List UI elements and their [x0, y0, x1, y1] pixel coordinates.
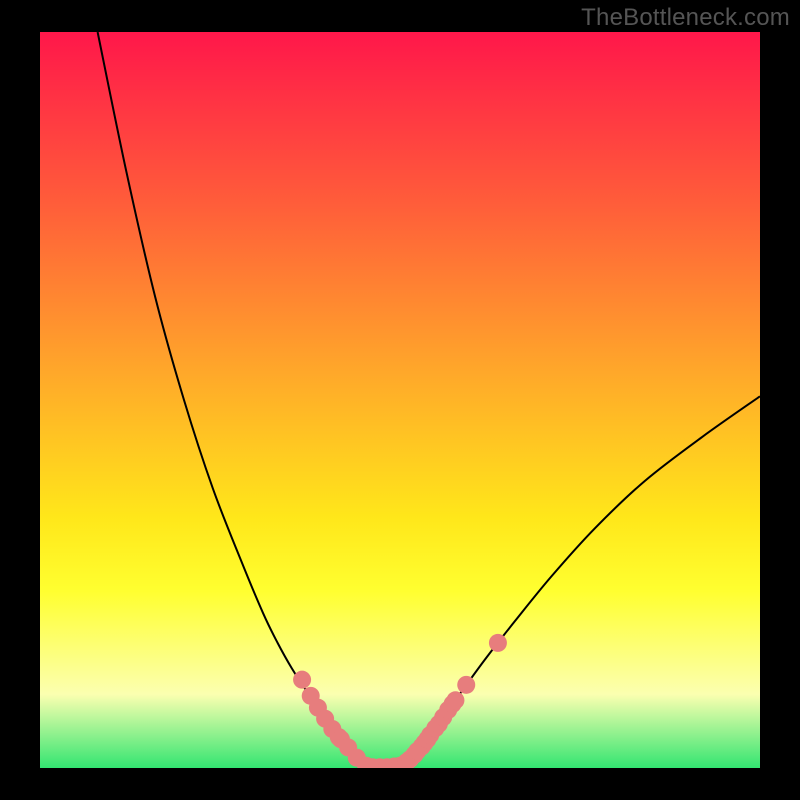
dot — [446, 691, 464, 709]
dot — [457, 676, 475, 694]
chart-frame: TheBottleneck.com — [0, 0, 800, 800]
dot — [293, 671, 311, 689]
chart-svg — [0, 0, 800, 800]
dot — [489, 634, 507, 652]
watermark-text: TheBottleneck.com — [581, 4, 790, 32]
plot-background — [40, 32, 760, 768]
